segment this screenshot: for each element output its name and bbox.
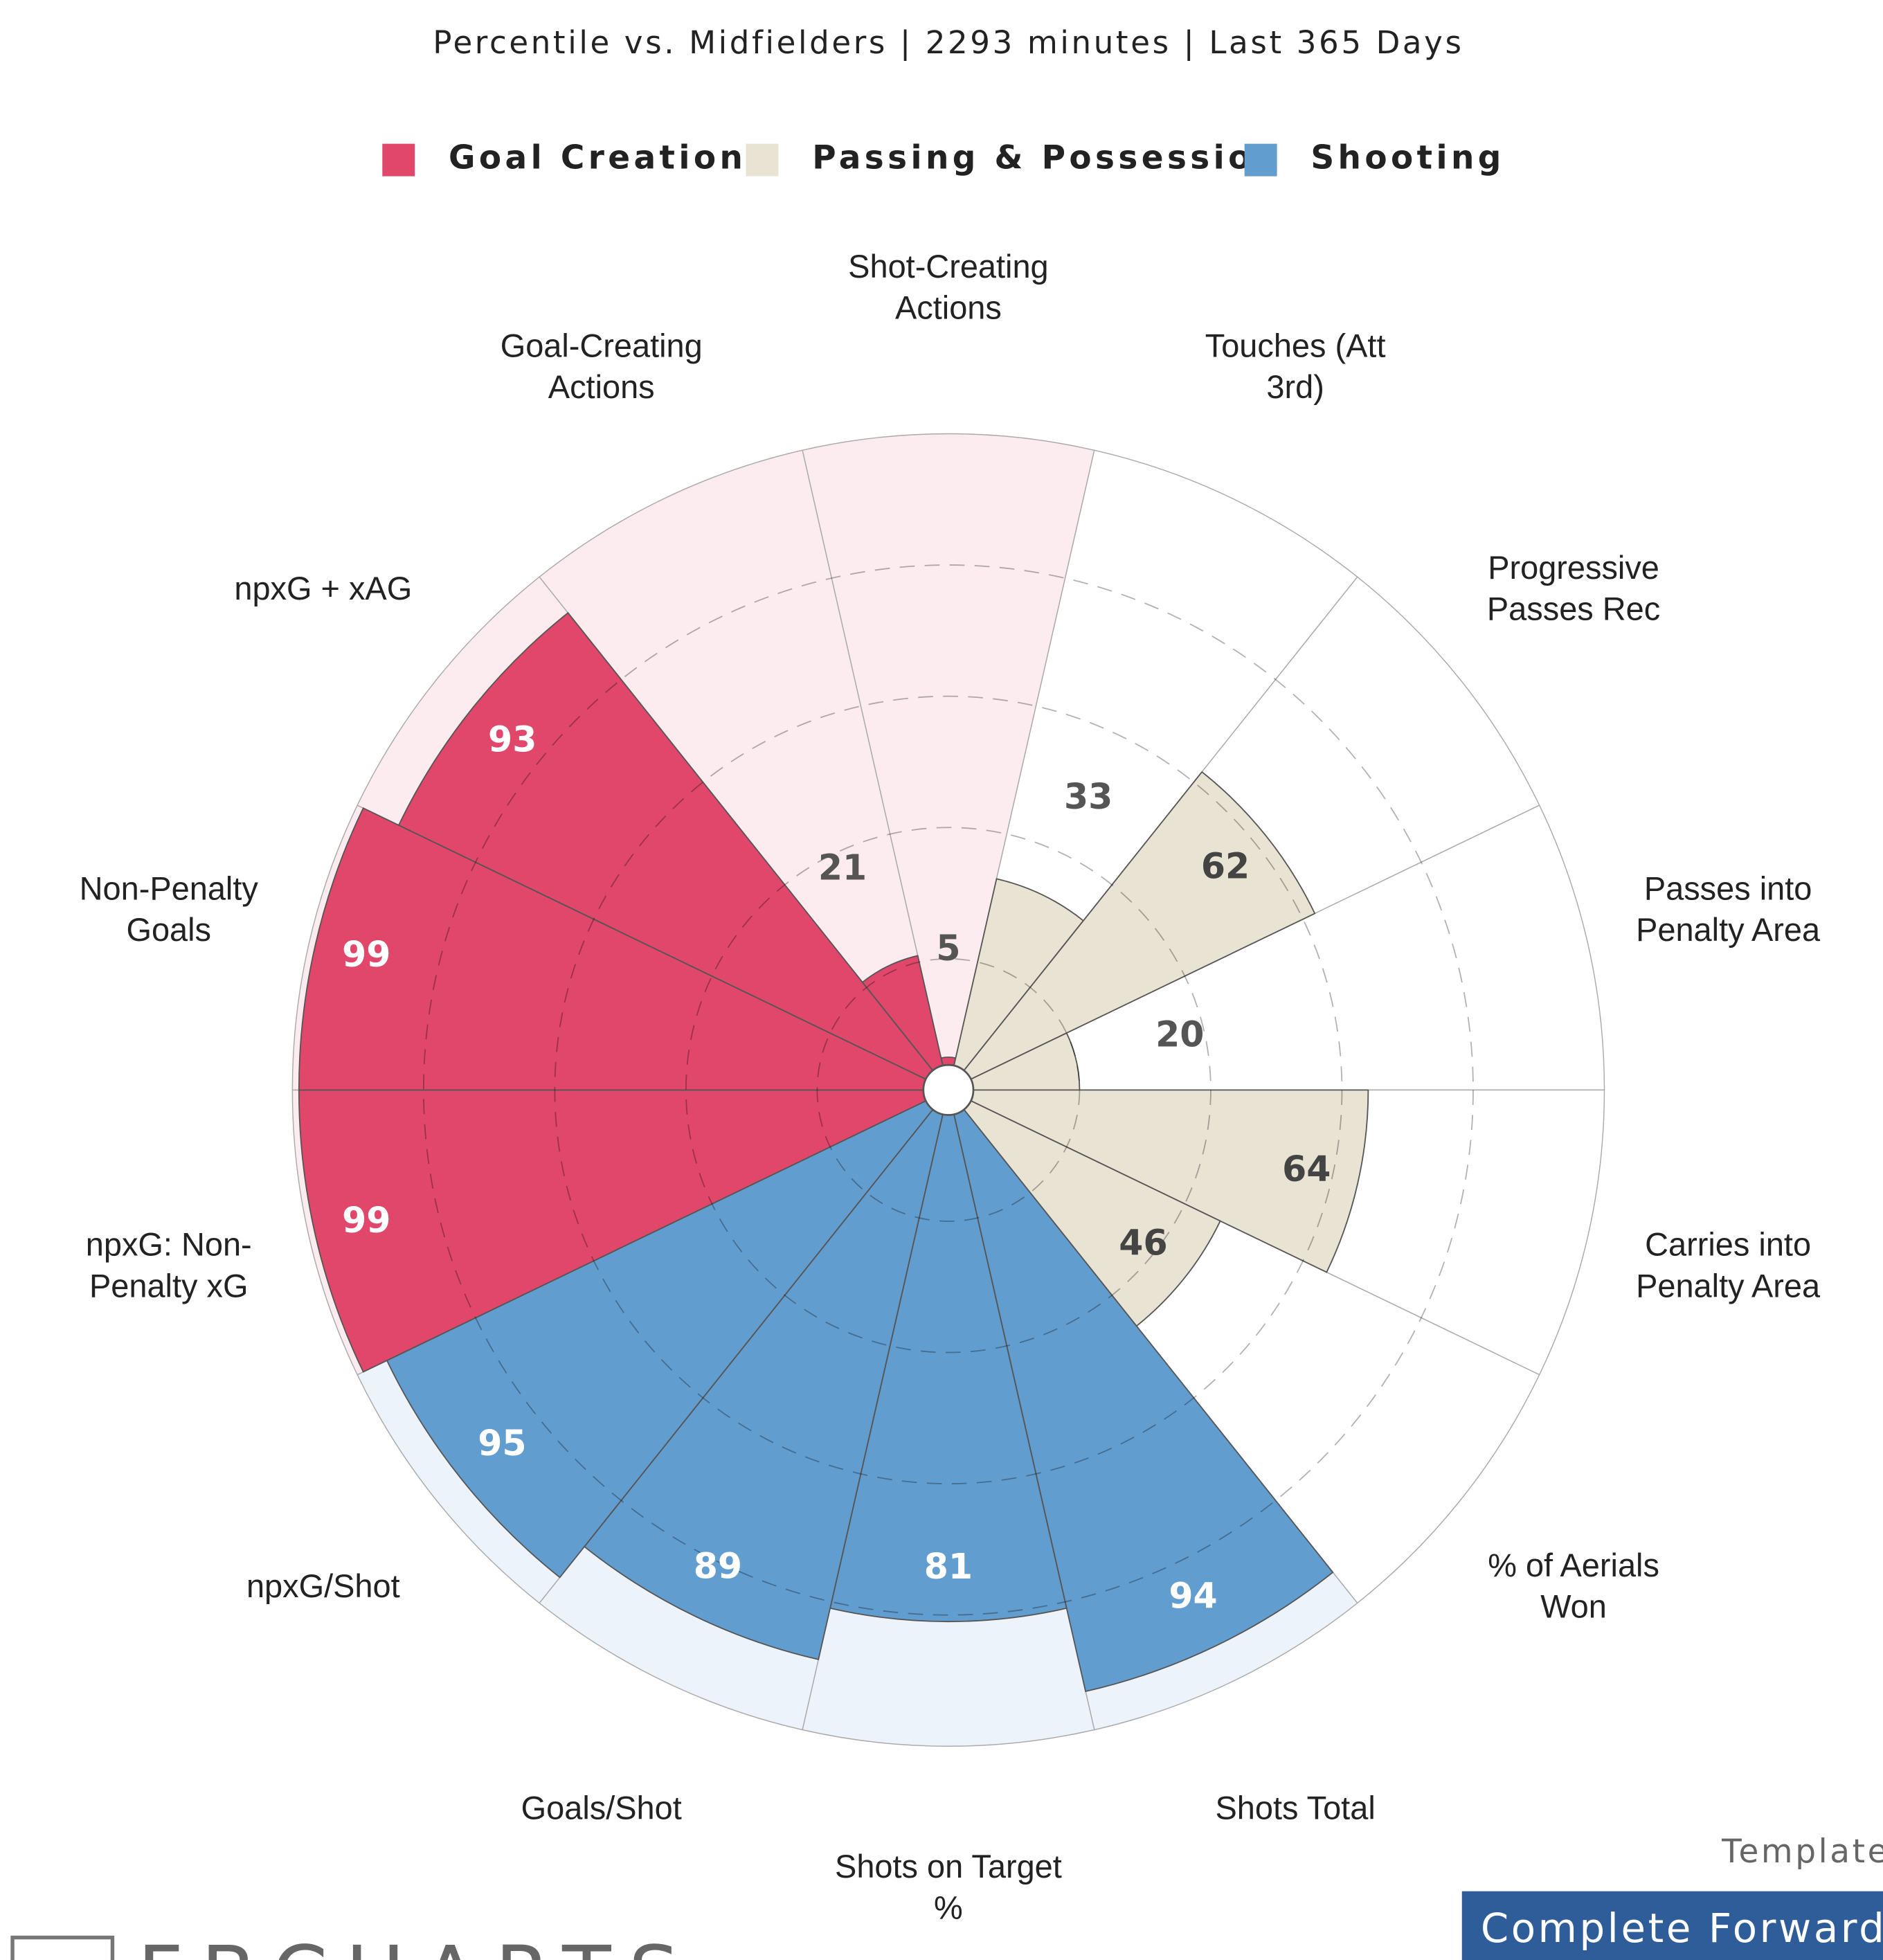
category-label: Goals/Shot [521, 1790, 682, 1826]
grid-ring [554, 695, 1343, 1485]
category-label: Non-Penalty Goals [80, 871, 259, 948]
category-label: Shots on Target% [835, 1849, 1062, 1926]
brand-icon [10, 1935, 115, 1960]
bar [298, 1089, 949, 1373]
value-label: 64 [1282, 1149, 1331, 1189]
grid-ring [685, 827, 1211, 1354]
bar [298, 807, 949, 1091]
category-label: % of Aerials Won [1488, 1547, 1659, 1625]
chart-title: Percentile vs. Midfielders | 2293 minute… [433, 24, 1463, 61]
value-label: 33 [1064, 776, 1112, 817]
legend-swatch [746, 143, 779, 177]
value-label: 93 [488, 719, 537, 760]
bar [948, 878, 1085, 1090]
bar [397, 611, 949, 1091]
bar [583, 1089, 949, 1660]
grid-ring [816, 957, 1081, 1222]
value-label: 62 [1201, 846, 1250, 887]
legend-swatch [1244, 143, 1277, 177]
bar [948, 1089, 1369, 1273]
bar [948, 1089, 1334, 1693]
category-label: Passes into Penalty Area [1636, 871, 1821, 948]
value-label: 89 [694, 1546, 742, 1587]
bar [386, 1089, 949, 1579]
category-label: Carries into Penalty Area [1636, 1227, 1821, 1304]
slice-background [948, 804, 1605, 1091]
brand: FBCHARTS [138, 1930, 697, 1960]
value-label: 95 [478, 1423, 526, 1464]
legend-label: Goal Creation [449, 139, 746, 177]
plot: 5 Shot-Creating Actions 33 Touches (Att 3rd) 6… [80, 249, 1821, 1926]
value-label: 21 [818, 847, 867, 888]
value-label: 20 [1155, 1014, 1204, 1055]
center-hole [922, 1063, 975, 1116]
bar [948, 771, 1316, 1091]
category-label: Touches (Att 3rd) [1205, 328, 1386, 406]
legend-swatch [382, 143, 415, 177]
category-label: npxG: Non-Penalty xG [86, 1227, 252, 1304]
category-label: npxG/Shot [246, 1568, 400, 1604]
category-label: Progressive Passes Rec [1487, 550, 1660, 628]
legend: Goal Creation Passing & Possession Shootin… [382, 139, 1504, 177]
value-label: 94 [1169, 1575, 1217, 1616]
category-label: Shots Total [1215, 1790, 1375, 1826]
template-name: Complete Forward [1481, 1905, 1883, 1952]
category-label: Goal-Creating Actions [501, 328, 703, 406]
bar [829, 1090, 1067, 1622]
slice-background [802, 433, 1095, 1090]
slice-background [539, 449, 949, 1090]
template-box [1461, 1891, 1883, 1960]
bar [861, 955, 949, 1090]
bar [948, 1089, 1221, 1327]
grid-ring [422, 564, 1474, 1616]
legend-label: Shooting [1310, 139, 1504, 177]
legend-label: Passing & Possession [812, 139, 1281, 177]
value-label: 46 [1119, 1222, 1167, 1263]
value-label: 81 [924, 1546, 973, 1587]
category-label: Shot-Creating Actions [848, 249, 1048, 326]
value-label: 99 [342, 934, 390, 975]
value-label: 99 [342, 1200, 390, 1241]
value-label: 5 [936, 928, 960, 969]
category-label: npxG + xAG [234, 570, 412, 606]
template-label: Template [1721, 1833, 1883, 1871]
